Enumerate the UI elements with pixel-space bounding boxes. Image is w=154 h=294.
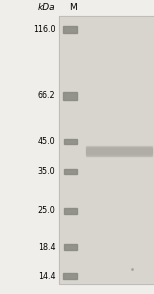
Bar xyxy=(86,148,152,149)
Bar xyxy=(86,153,152,154)
Bar xyxy=(64,245,77,250)
Bar xyxy=(86,150,152,151)
Bar xyxy=(86,147,152,148)
Bar xyxy=(63,26,77,33)
Text: 66.2: 66.2 xyxy=(38,91,55,100)
Bar xyxy=(86,146,152,147)
Bar xyxy=(63,92,77,100)
Text: 14.4: 14.4 xyxy=(38,272,55,280)
Bar xyxy=(59,16,154,284)
Bar xyxy=(86,155,152,156)
Bar xyxy=(64,168,77,174)
Bar xyxy=(64,139,77,144)
Text: 35.0: 35.0 xyxy=(38,167,55,176)
Bar xyxy=(86,154,152,155)
Text: 116.0: 116.0 xyxy=(33,25,55,34)
Text: M: M xyxy=(69,3,77,12)
Bar xyxy=(86,152,152,153)
Bar xyxy=(86,151,152,152)
Text: 25.0: 25.0 xyxy=(38,206,55,216)
Bar xyxy=(64,208,77,213)
Bar xyxy=(86,149,152,150)
Bar xyxy=(63,273,77,279)
Text: 18.4: 18.4 xyxy=(38,243,55,252)
Bar xyxy=(59,16,154,284)
Text: 45.0: 45.0 xyxy=(38,137,55,146)
Text: kDa: kDa xyxy=(38,3,55,12)
